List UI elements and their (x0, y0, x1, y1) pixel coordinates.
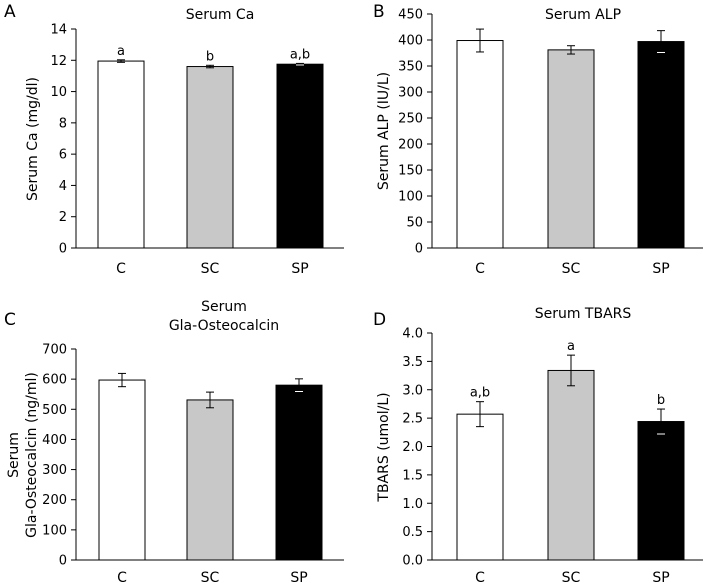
panel-a-bar-sc (186, 66, 234, 249)
panel-b-title: Serum ALP (545, 7, 621, 23)
panel-a-significance-sp: a,b (290, 47, 310, 62)
panel-c-x-label-c: C (117, 570, 127, 583)
panel-c-bar-sc (186, 399, 234, 561)
panel-a-bar-c (97, 60, 145, 249)
panel-b-letter: B (373, 2, 385, 22)
panel-b-bar-sp (637, 41, 685, 249)
panel-a-letter: A (4, 2, 16, 22)
panel-c-y-tick-label: 600 (42, 373, 67, 388)
panel-d-y-tick-label: 1.0 (402, 497, 423, 512)
panel-d-y-tick-label: 3.0 (402, 383, 423, 398)
panel-b-y-tick-label: 50 (406, 216, 423, 231)
panel-c-y-tick-label: 500 (42, 403, 67, 418)
panel-d-title: Serum TBARS (535, 306, 632, 322)
panel-a-y-tick-label: 8 (59, 116, 67, 131)
panel-c-y-tick-label: 0 (59, 554, 67, 569)
panel-a-y-label: Serum Ca (mg/dl) (25, 77, 41, 201)
panel-c-y-tick-label: 200 (42, 493, 67, 508)
panel-c-title: Serum (201, 299, 247, 315)
panel-a-y-tick-label: 2 (59, 210, 67, 225)
panel-a-x-label-c: C (116, 261, 126, 277)
panel-b-y-tick-label: 450 (398, 8, 423, 23)
panel-b-y-tick-label: 400 (398, 34, 423, 49)
panel-a-y-tick-label: 14 (50, 23, 67, 38)
panel-d-y-tick-label: 4.0 (402, 327, 423, 342)
panel-c-x-label-sp: SP (290, 570, 307, 583)
panel-d-y-tick-label: 0.5 (402, 525, 423, 540)
panel-c-title: Gla-Osteocalcin (169, 318, 279, 334)
panel-a-title: Serum Ca (186, 7, 255, 23)
panel-c-bar-sp (275, 384, 323, 561)
panel-d-y-tick-label: 0.0 (402, 554, 423, 569)
panel-c-y-tick-label: 400 (42, 433, 67, 448)
panel-b-x-label-sc: SC (562, 261, 581, 277)
panel-b-y-label: Serum ALP (IU/L) (376, 72, 392, 190)
panel-a-x-label-sc: SC (201, 261, 220, 277)
panel-a-y-tick-label: 6 (59, 148, 67, 163)
panel-d-significance-sc: a (567, 339, 575, 354)
panel-c-y-label: Serum (6, 432, 22, 478)
panel-c-x-label-sc: SC (201, 570, 220, 583)
panel-c-bar-c (98, 379, 146, 561)
panel-d-letter: D (373, 310, 386, 330)
panel-d-y-tick-label: 3.5 (402, 355, 423, 370)
panel-c-y-tick-label: 300 (42, 463, 67, 478)
panel-a-y-tick-label: 0 (59, 242, 67, 257)
panel-a-y-tick-label: 10 (50, 85, 67, 100)
panel-a-y-tick-label: 4 (59, 179, 67, 194)
panel-c-y-label: Gla-Osteocalcin (ng/ml) (24, 372, 40, 538)
panel-a-y-tick-label: 12 (50, 54, 67, 69)
panel-d-significance-c: a,b (470, 386, 490, 401)
panel-c-y-tick-label: 100 (42, 523, 67, 538)
panel-a-x-label-sp: SP (291, 261, 308, 277)
panel-b-y-tick-label: 250 (398, 112, 423, 127)
panel-c-y-tick-label: 700 (42, 343, 67, 358)
panel-c-letter: C (4, 310, 16, 330)
panel-b-x-label-c: C (475, 261, 485, 277)
panel-b-x-label-sp: SP (652, 261, 669, 277)
panel-d-significance-sp: b (657, 393, 665, 408)
panel-d-bar-c (456, 413, 504, 561)
panel-a-bar-sp (276, 63, 324, 249)
panel-a-significance-sc: b (206, 49, 214, 64)
panel-d-x-label-c: C (475, 570, 485, 583)
panel-b-y-tick-label: 350 (398, 60, 423, 75)
panel-d-bar-sp (637, 421, 685, 561)
panel-b-y-tick-label: 150 (398, 164, 423, 179)
panel-a-significance-c: a (117, 44, 125, 59)
panel-d-x-label-sc: SC (562, 570, 581, 583)
panel-b-y-tick-label: 300 (398, 86, 423, 101)
panel-b-y-tick-label: 100 (398, 190, 423, 205)
panel-b-bar-c (456, 40, 504, 249)
panel-d-y-tick-label: 2.5 (402, 412, 423, 427)
panel-b-bar-sc (547, 49, 595, 249)
panel-b-y-tick-label: 0 (415, 242, 423, 257)
panel-d-x-label-sp: SP (652, 570, 669, 583)
panel-d-y-tick-label: 1.5 (402, 468, 423, 483)
panel-d-y-label: TBARS (umol/L) (376, 392, 392, 502)
panel-d-bar-sc (547, 369, 595, 561)
panel-d-y-tick-label: 2.0 (402, 440, 423, 455)
panel-b-y-tick-label: 200 (398, 138, 423, 153)
